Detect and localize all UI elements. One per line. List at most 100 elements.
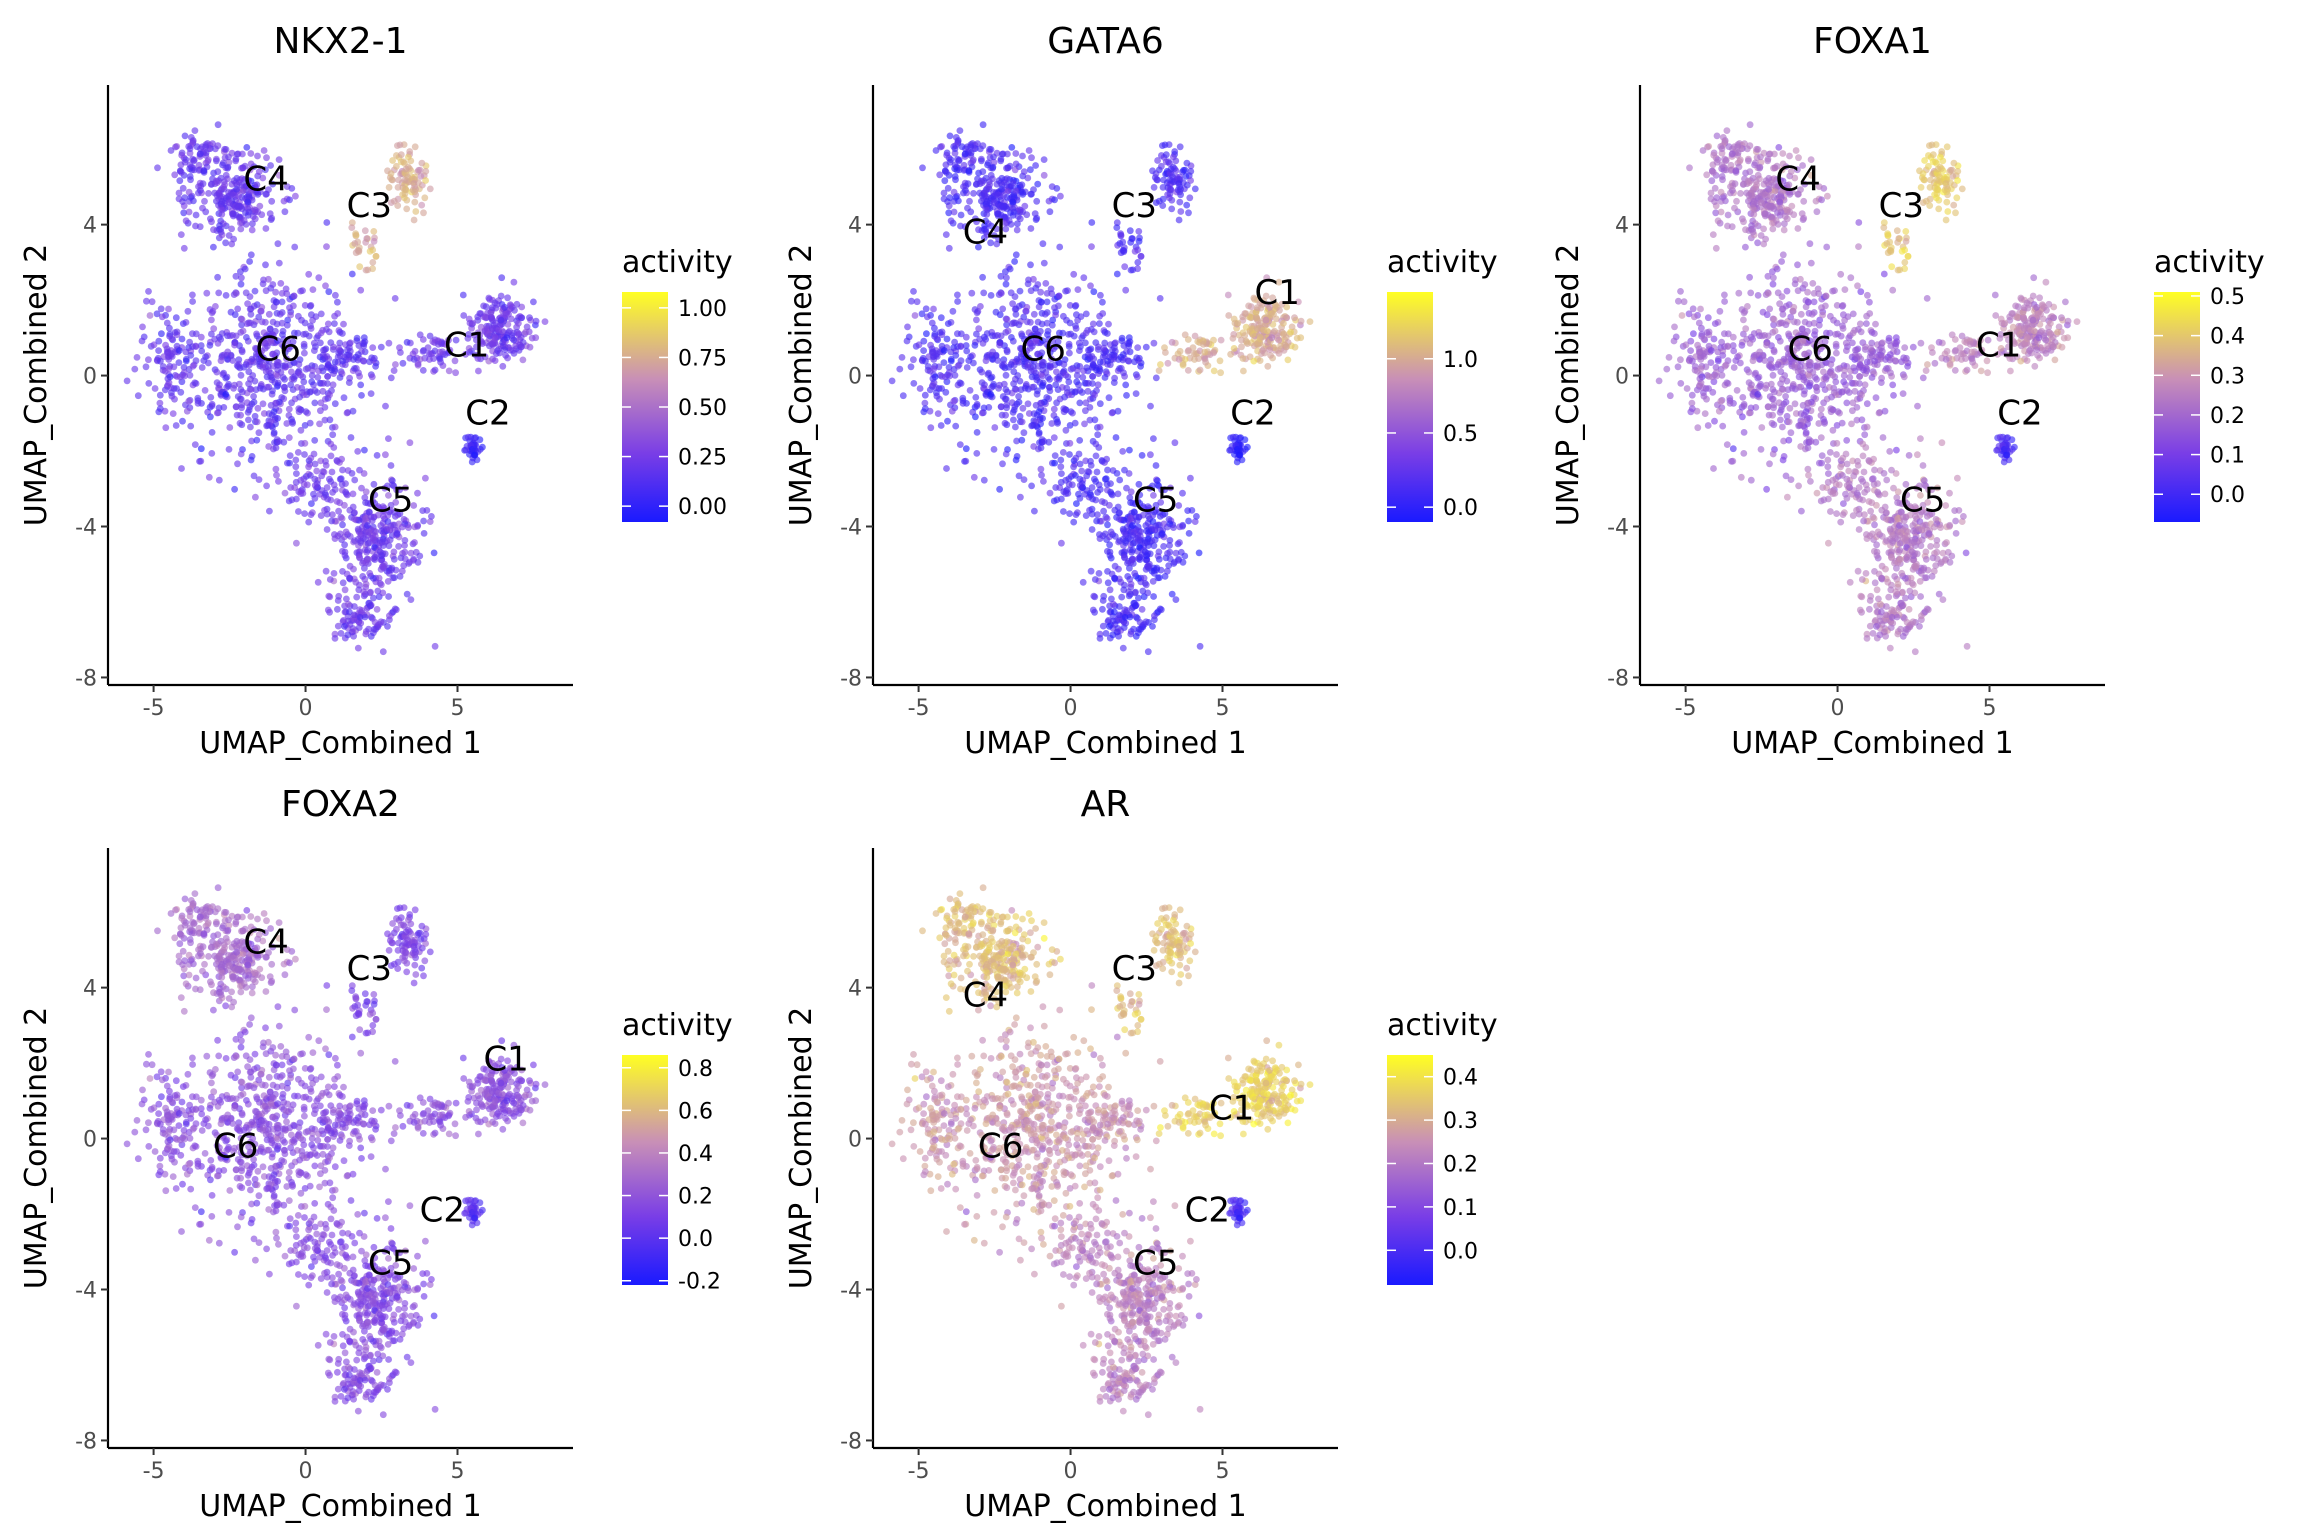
data-point [274,381,282,389]
data-point [940,195,948,203]
data-point [1059,449,1067,456]
data-point [990,189,997,196]
data-point [163,319,171,327]
data-point [214,168,222,176]
data-point [238,321,246,329]
data-point [1770,421,1778,429]
data-point [1106,586,1114,594]
data-point [235,203,243,211]
data-point [1863,400,1871,408]
data-point [146,312,154,319]
data-point [354,525,362,533]
data-point [1012,386,1020,393]
data-point [1089,495,1096,503]
data-point [256,202,264,210]
data-point [1199,340,1207,348]
data-point [1777,380,1784,388]
data-point [1131,569,1139,577]
data-point [920,337,928,345]
data-point [1087,462,1095,469]
data-point [1872,394,1880,402]
data-point [338,515,346,522]
data-point [1917,339,1925,347]
data-point [1125,334,1133,342]
data-point [1711,320,1719,327]
data-point [1100,507,1107,515]
data-point [1057,463,1065,471]
data-point [1083,472,1091,480]
data-point [1806,415,1813,422]
data-point [963,364,971,371]
data-point [1740,316,1747,324]
data-point [1694,341,1701,349]
data-point [307,302,315,309]
data-point [247,311,255,318]
data-point [1812,438,1820,446]
data-point [1191,185,1199,193]
data-point [1032,162,1039,169]
data-point [322,282,329,290]
data-point [359,573,367,580]
data-point [1697,305,1704,313]
data-point [1076,399,1084,407]
data-point [1112,434,1120,441]
data-point [280,438,288,446]
data-point [208,180,215,188]
data-point [1802,429,1810,436]
data-point [318,472,326,480]
data-point [247,423,254,431]
data-point [403,338,411,346]
data-point [973,400,981,408]
data-point [1755,383,1763,391]
data-point [213,379,221,386]
data-point [1201,348,1209,356]
data-point [541,318,549,325]
data-point [189,330,196,338]
data-point [1062,476,1070,484]
x-tick-label: -5 [908,696,930,721]
data-point [1799,401,1807,409]
data-point [356,466,363,474]
data-point [1696,381,1704,389]
data-point [951,371,959,379]
data-point [1106,552,1114,559]
data-point [1804,465,1812,473]
data-point [1075,339,1083,347]
data-point [1758,332,1766,340]
data-point [1030,275,1037,283]
data-point [238,421,246,429]
data-point [422,168,430,175]
data-point [1728,458,1735,465]
data-point [991,332,999,340]
data-point [215,476,223,484]
data-point [254,404,262,412]
data-point [1885,334,1893,342]
data-point [1864,291,1871,299]
data-point [410,216,418,224]
data-point [1833,349,1840,357]
data-point [1188,507,1196,514]
data-point [222,391,230,398]
data-point [1114,490,1122,498]
data-point [1123,392,1130,399]
data-point [189,362,197,370]
data-point [1245,302,1252,310]
data-point [1853,353,1860,361]
data-point [1012,456,1020,464]
data-point [305,332,313,340]
data-point [1711,184,1719,192]
data-point [1121,613,1129,621]
data-point [1032,401,1040,409]
data-point [331,535,339,542]
data-point [1745,379,1753,386]
data-point [1851,387,1859,395]
data-point [420,209,427,217]
data-point [1018,436,1026,444]
data-point [964,180,972,188]
data-point [1780,400,1788,408]
data-point [971,341,979,349]
data-point [351,537,358,544]
data-point [410,356,418,363]
data-point [1845,389,1853,396]
data-point [1037,465,1045,473]
